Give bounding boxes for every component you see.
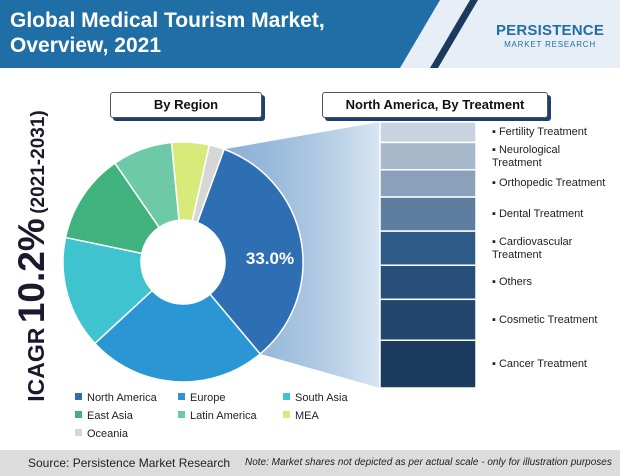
legend-item-east-asia: East Asia bbox=[75, 410, 133, 422]
legend-swatch-mea bbox=[283, 411, 290, 418]
logo: PERSISTENCE MARKET RESEARCH bbox=[490, 8, 610, 64]
treatment-label-fertility-treatment: ▪ Fertility Treatment bbox=[492, 126, 587, 139]
header-background bbox=[0, 0, 620, 68]
donut-slice-europe bbox=[93, 289, 262, 383]
treatment-label-others: ▪ Others bbox=[492, 276, 532, 289]
treatment-label-neurological-treatment: ▪ Neurological Treatment bbox=[492, 144, 561, 170]
treatment-label-dental-treatment: ▪ Dental Treatment bbox=[492, 208, 584, 221]
legend-item-europe: Europe bbox=[178, 392, 225, 404]
logo-sub-text: MARKET RESEARCH bbox=[504, 40, 596, 49]
treatment-label-cosmetic-treatment: ▪ Cosmetic Treatment bbox=[492, 313, 598, 326]
legend-label-south-asia: South Asia bbox=[295, 392, 348, 404]
legend-swatch-europe bbox=[178, 393, 185, 400]
treatment-label-orthopedic-treatment: ▪ Orthopedic Treatment bbox=[492, 177, 606, 190]
stack-segment-fertility-treatment bbox=[379, 121, 477, 144]
stack-segment-cancer-treatment bbox=[379, 339, 477, 389]
legend-item-mea: MEA bbox=[283, 410, 319, 422]
header-title-band bbox=[0, 0, 470, 68]
donut-slice-east-asia bbox=[64, 162, 161, 255]
stack-segment-others bbox=[379, 264, 477, 301]
legend-label-north-america: North America bbox=[87, 392, 157, 404]
stack-segment-dental-treatment bbox=[379, 196, 477, 232]
legend-item-south-asia: South Asia bbox=[283, 392, 348, 404]
donut-slice-south-asia bbox=[62, 236, 154, 345]
legend-item-north-america: North America bbox=[75, 392, 157, 404]
source-text: Source: Persistence Market Research bbox=[28, 456, 231, 470]
chart-canvas: 33.0% bbox=[62, 121, 477, 389]
treatment-label-cardiovascular-treatment: ▪ Cardiovascular Treatment bbox=[492, 236, 573, 262]
stack-segment-neurological-treatment bbox=[379, 141, 477, 171]
title-line-1: Global Medical Tourism Market, bbox=[10, 9, 325, 32]
legend-swatch-north-america bbox=[75, 393, 82, 400]
treatment-pill: North America, By Treatment bbox=[322, 92, 548, 118]
legend-item-oceania: Oceania bbox=[75, 428, 128, 440]
legend-label-europe: Europe bbox=[190, 392, 226, 404]
legend-swatch-south-asia bbox=[283, 393, 290, 400]
legend-item-latin-america: Latin America bbox=[178, 410, 257, 422]
legend-label-latin-america: Latin America bbox=[190, 410, 257, 422]
stack-segment-cosmetic-treatment bbox=[379, 298, 477, 342]
header-bar: Global Medical Tourism Market, Overview,… bbox=[0, 0, 620, 68]
legend-label-oceania: Oceania bbox=[87, 428, 128, 440]
logo-main-text: PERSISTENCE bbox=[495, 22, 605, 39]
data-label-north-america: 33.0% bbox=[246, 249, 294, 268]
legend-swatch-oceania bbox=[75, 429, 82, 436]
region-pill: By Region bbox=[110, 92, 262, 118]
donut-slice-north-america bbox=[196, 148, 304, 355]
page-title: Global Medical Tourism Market, Overview,… bbox=[10, 8, 410, 58]
legend-swatch-east-asia bbox=[75, 411, 82, 418]
legend-swatch-latin-america bbox=[178, 411, 185, 418]
legend-label-mea: MEA bbox=[295, 410, 319, 422]
treatment-label-cancer-treatment: ▪ Cancer Treatment bbox=[492, 358, 587, 371]
stack-segment-cardiovascular-treatment bbox=[379, 230, 477, 266]
header-logo-band bbox=[400, 0, 620, 68]
donut-slice-oceania bbox=[191, 144, 226, 224]
header-stripe bbox=[430, 0, 478, 68]
title-line-2: Overview, 2021 bbox=[10, 34, 161, 57]
stack-segment-orthopedic-treatment bbox=[379, 168, 477, 198]
legend-label-east-asia: East Asia bbox=[87, 410, 133, 422]
note-text: Note: Market shares not depicted as per … bbox=[245, 457, 612, 468]
footer: Source: Persistence Market Research Note… bbox=[0, 450, 620, 476]
